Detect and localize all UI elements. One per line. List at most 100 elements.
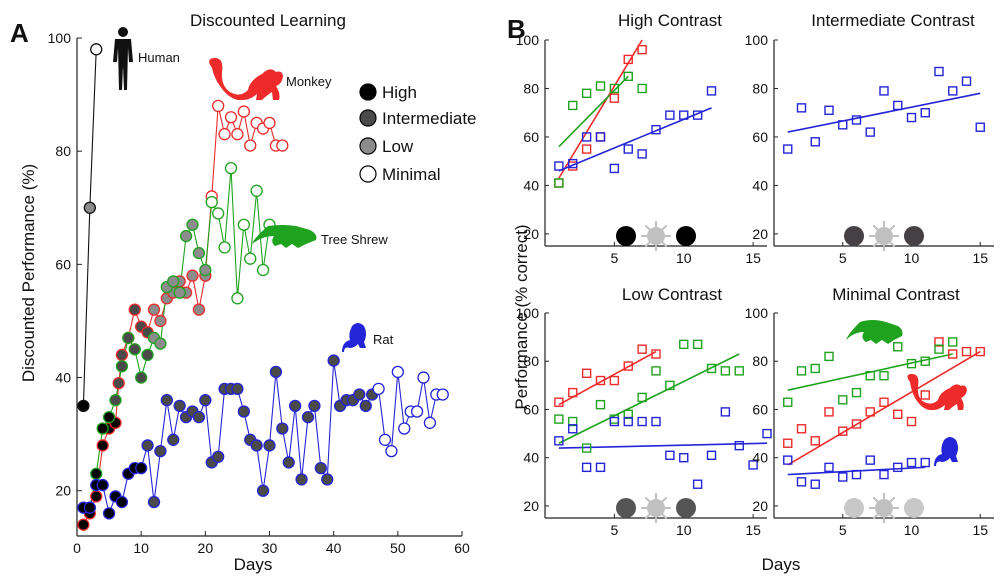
- data-point: [665, 110, 675, 120]
- y-tick-label: 60: [523, 401, 539, 417]
- x-tick-label: 15: [972, 522, 988, 538]
- data-point: [263, 116, 276, 130]
- panel-a-letter: A: [10, 18, 29, 48]
- x-tick-label: 40: [326, 540, 342, 556]
- data-point: [244, 252, 257, 265]
- data-point: [893, 462, 903, 473]
- y-tick-label: 100: [516, 305, 540, 321]
- data-point: [141, 348, 154, 362]
- data-point: [102, 411, 116, 424]
- data-point: [96, 439, 109, 452]
- panel-a-legend: High Intermediate Low Minimal: [359, 83, 477, 184]
- data-point: [90, 467, 103, 480]
- stimulus-right-dot-icon: [676, 226, 696, 246]
- x-tick-label: 15: [745, 250, 761, 266]
- data-point: [961, 76, 972, 86]
- stimulus-star-ray: [889, 513, 896, 520]
- subplot-minimal-contrast: Minimal Contrast 20 40 60 80 100 5 10 15: [745, 285, 994, 538]
- y-tick-label: 80: [523, 80, 539, 96]
- legend-marker-high: [359, 83, 377, 101]
- data-point: [141, 439, 154, 452]
- data-point: [824, 351, 834, 362]
- data-point: [128, 303, 141, 316]
- data-point: [250, 439, 263, 452]
- stimulus-star-ray: [889, 224, 896, 231]
- fit-line-monkey: [787, 350, 981, 466]
- x-tick-label: 10: [904, 250, 920, 266]
- data-point: [637, 344, 647, 354]
- data-point: [167, 275, 180, 288]
- y-tick-label: 60: [55, 256, 71, 272]
- data-point: [186, 218, 199, 231]
- data-point: [879, 371, 889, 381]
- data-point: [77, 399, 90, 412]
- stimulus-left-dot-icon: [844, 498, 864, 518]
- panel-a: Discounted Learning Days Discounted Perf…: [19, 11, 477, 574]
- data-point: [282, 456, 295, 469]
- data-point: [135, 371, 148, 384]
- stimulus-star-icon: [647, 499, 665, 517]
- rat-icon: [342, 323, 366, 352]
- data-point: [637, 392, 647, 403]
- data-point: [263, 439, 276, 452]
- stimulus-star-icon: [875, 499, 893, 517]
- data-point: [398, 422, 411, 435]
- tree-shrew-annotation: Tree Shrew: [321, 232, 388, 247]
- data-point: [796, 424, 807, 434]
- data-point: [173, 286, 186, 299]
- data-point: [308, 399, 321, 412]
- data-point: [665, 380, 675, 391]
- data-point: [581, 462, 592, 473]
- data-point: [135, 461, 148, 475]
- data-point: [651, 366, 661, 376]
- data-point: [595, 462, 606, 473]
- data-point: [851, 387, 862, 398]
- data-point: [810, 137, 820, 147]
- data-point: [115, 360, 129, 373]
- x-tick-label: 10: [676, 522, 692, 538]
- data-point: [679, 339, 689, 350]
- y-tick-label: 20: [55, 483, 71, 499]
- data-point: [122, 331, 135, 345]
- y-tick-label: 20: [752, 498, 768, 514]
- legend-label-high: High: [382, 83, 417, 102]
- x-tick-label: 5: [839, 522, 847, 538]
- fit-line-rat: [558, 107, 712, 172]
- data-point: [568, 387, 578, 398]
- y-tick-label: 20: [752, 226, 768, 242]
- data-point: [359, 399, 372, 412]
- data-point: [595, 132, 606, 142]
- data-point: [256, 263, 270, 277]
- data-point: [595, 132, 606, 142]
- data-point: [796, 103, 807, 113]
- y-tick-label: 100: [48, 30, 72, 46]
- data-point: [423, 416, 437, 429]
- stimulus-star-ray: [872, 224, 879, 231]
- y-tick-label: 60: [752, 401, 768, 417]
- subplot-high-contrast: High Contrast 20 40 60 80 100 5 10 15: [516, 11, 767, 266]
- human-annotation: Human: [138, 50, 180, 65]
- data-point: [920, 356, 930, 366]
- x-tick-label: 20: [198, 540, 214, 556]
- data-point: [961, 346, 972, 357]
- subplot-title: Low Contrast: [622, 285, 722, 304]
- data-point: [810, 479, 820, 489]
- data-point: [90, 43, 103, 56]
- data-point: [224, 162, 238, 175]
- data-point: [623, 361, 633, 371]
- data-point: [948, 349, 958, 359]
- data-point: [301, 411, 315, 424]
- data-point: [554, 161, 564, 171]
- data-point: [893, 409, 903, 419]
- rat-annotation: Rat: [373, 332, 394, 347]
- data-point: [199, 263, 212, 277]
- stimulus-star-icon: [647, 227, 665, 245]
- data-point: [595, 81, 606, 91]
- y-tick-label: 60: [752, 129, 768, 145]
- data-point: [838, 472, 848, 482]
- monkey-icon: [209, 58, 283, 100]
- data-point: [192, 246, 206, 260]
- data-point: [554, 436, 564, 446]
- data-point: [147, 495, 161, 509]
- legend-marker-minimal: [359, 165, 377, 183]
